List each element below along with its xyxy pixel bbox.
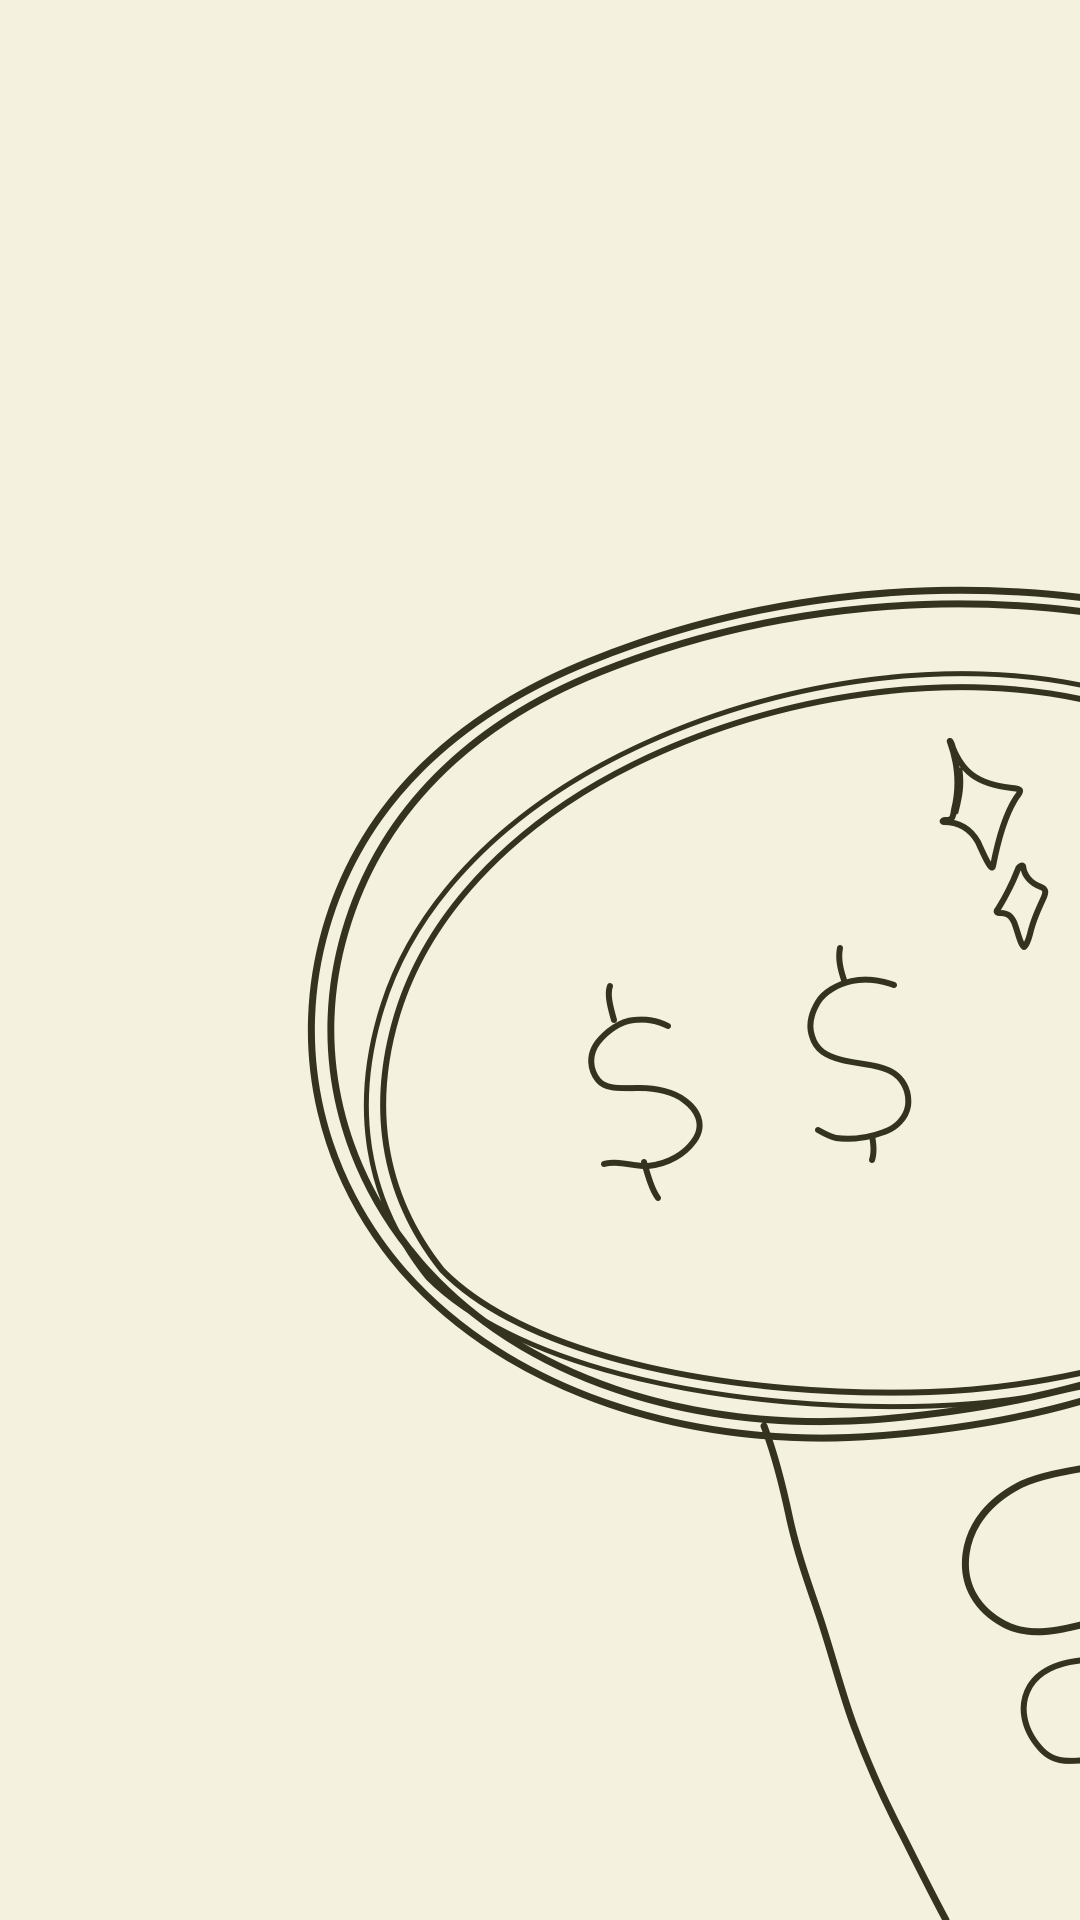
dollar-sign-icon bbox=[807, 945, 912, 1163]
small-sparkle-icon bbox=[993, 862, 1049, 950]
lens-inner-ring bbox=[363, 671, 1080, 1410]
lens-outer-ring bbox=[307, 586, 1080, 1442]
dollar-sign-icon bbox=[588, 983, 703, 1201]
hand-fingers bbox=[961, 1465, 1080, 1764]
handle-arm bbox=[760, 1422, 950, 1920]
sparkle-icon bbox=[939, 737, 1024, 871]
